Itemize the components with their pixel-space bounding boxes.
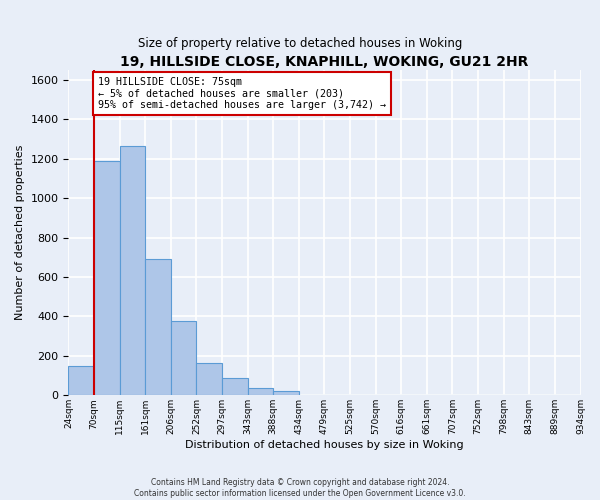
Title: 19, HILLSIDE CLOSE, KNAPHILL, WOKING, GU21 2HR: 19, HILLSIDE CLOSE, KNAPHILL, WOKING, GU… bbox=[120, 55, 529, 69]
X-axis label: Distribution of detached houses by size in Woking: Distribution of detached houses by size … bbox=[185, 440, 464, 450]
Bar bbox=[196, 363, 222, 396]
Bar bbox=[94, 161, 119, 396]
Bar bbox=[248, 388, 273, 396]
Bar bbox=[145, 260, 171, 396]
Bar bbox=[222, 378, 248, 396]
Bar bbox=[273, 392, 299, 396]
Text: Size of property relative to detached houses in Woking: Size of property relative to detached ho… bbox=[138, 38, 462, 51]
Bar bbox=[119, 146, 145, 396]
Bar bbox=[171, 322, 196, 396]
Text: 19 HILLSIDE CLOSE: 75sqm
← 5% of detached houses are smaller (203)
95% of semi-d: 19 HILLSIDE CLOSE: 75sqm ← 5% of detache… bbox=[98, 77, 386, 110]
Bar bbox=[68, 366, 94, 396]
Y-axis label: Number of detached properties: Number of detached properties bbox=[15, 145, 25, 320]
Text: Contains HM Land Registry data © Crown copyright and database right 2024.
Contai: Contains HM Land Registry data © Crown c… bbox=[134, 478, 466, 498]
